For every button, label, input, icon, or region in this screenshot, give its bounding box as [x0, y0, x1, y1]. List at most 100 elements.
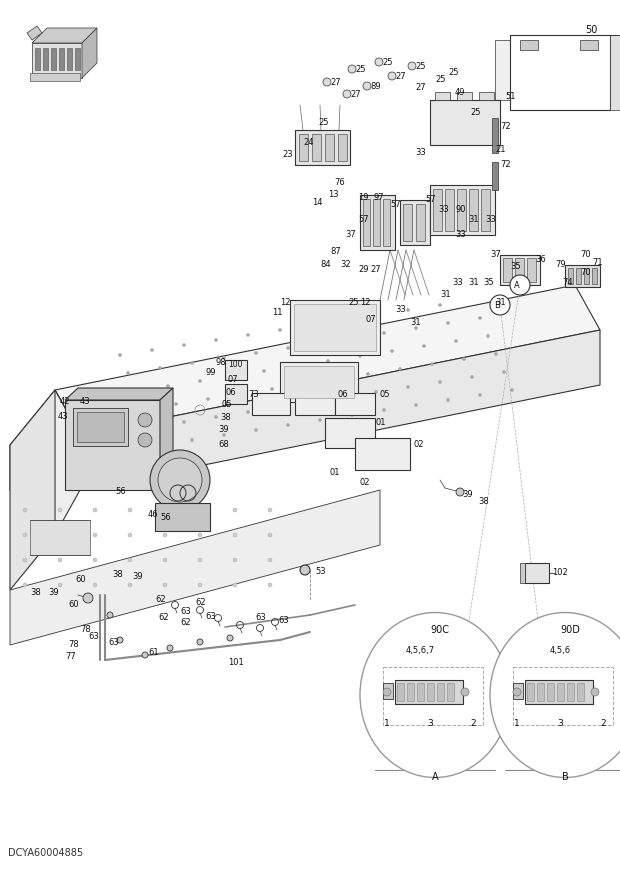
- Text: 32: 32: [340, 260, 351, 269]
- Text: 72: 72: [500, 122, 511, 131]
- Text: 73: 73: [248, 390, 259, 399]
- Text: 01: 01: [330, 468, 340, 477]
- Circle shape: [93, 533, 97, 537]
- Circle shape: [446, 321, 450, 325]
- Circle shape: [198, 508, 202, 512]
- Text: 33: 33: [395, 305, 405, 314]
- Circle shape: [128, 508, 132, 512]
- Circle shape: [327, 360, 329, 362]
- Circle shape: [300, 565, 310, 575]
- Bar: [576, 268, 581, 284]
- Circle shape: [438, 381, 441, 383]
- Text: 38: 38: [112, 570, 123, 579]
- Text: 79: 79: [555, 260, 565, 269]
- Text: 01: 01: [375, 418, 386, 427]
- Circle shape: [366, 373, 370, 375]
- Text: 60: 60: [75, 575, 86, 584]
- Text: 25: 25: [348, 298, 358, 307]
- Text: 12: 12: [360, 298, 371, 307]
- Bar: [495, 40, 580, 100]
- Circle shape: [23, 558, 27, 562]
- Circle shape: [268, 508, 272, 512]
- Text: 1: 1: [514, 718, 520, 727]
- Circle shape: [388, 72, 396, 80]
- Bar: [294, 304, 376, 351]
- Text: 33: 33: [415, 148, 426, 157]
- Circle shape: [215, 416, 218, 418]
- Text: 12: 12: [280, 298, 291, 307]
- Circle shape: [495, 353, 497, 355]
- Text: 39: 39: [462, 490, 472, 499]
- Text: 99: 99: [205, 368, 216, 377]
- Circle shape: [348, 65, 356, 73]
- Text: 39: 39: [132, 572, 143, 581]
- Text: 33: 33: [452, 278, 463, 287]
- Bar: [403, 204, 412, 241]
- Text: 02: 02: [413, 440, 423, 449]
- Circle shape: [350, 336, 353, 340]
- Circle shape: [215, 339, 218, 341]
- Text: 70: 70: [580, 268, 591, 277]
- Polygon shape: [80, 330, 600, 490]
- Text: 71: 71: [592, 258, 603, 267]
- Text: 57: 57: [425, 195, 436, 204]
- Bar: [383, 667, 483, 725]
- Circle shape: [446, 398, 450, 402]
- Bar: [525, 680, 593, 704]
- Bar: [513, 667, 613, 725]
- Circle shape: [138, 413, 152, 427]
- Polygon shape: [55, 285, 600, 435]
- Circle shape: [118, 354, 122, 356]
- Bar: [397, 683, 404, 701]
- Text: 63: 63: [88, 632, 99, 641]
- Bar: [290, 300, 380, 355]
- Text: 37: 37: [345, 230, 356, 239]
- Circle shape: [286, 347, 290, 349]
- Circle shape: [454, 340, 458, 342]
- Circle shape: [456, 488, 464, 496]
- Text: 46: 46: [148, 510, 159, 519]
- Text: 78: 78: [80, 625, 91, 634]
- Circle shape: [233, 583, 237, 587]
- Polygon shape: [65, 400, 160, 490]
- Bar: [295, 393, 335, 415]
- Bar: [325, 134, 334, 161]
- Text: 33: 33: [455, 230, 466, 239]
- Text: 50: 50: [585, 25, 598, 35]
- Text: 63: 63: [180, 607, 191, 616]
- Circle shape: [268, 558, 272, 562]
- Bar: [383, 683, 393, 699]
- Text: 60: 60: [68, 600, 79, 609]
- Bar: [457, 92, 472, 100]
- Bar: [363, 199, 370, 246]
- Bar: [527, 258, 536, 282]
- Polygon shape: [55, 390, 80, 490]
- Circle shape: [233, 533, 237, 537]
- Bar: [457, 189, 466, 231]
- Text: 2: 2: [470, 718, 476, 727]
- Text: 56: 56: [115, 487, 126, 496]
- Text: 25: 25: [415, 62, 425, 71]
- Circle shape: [383, 332, 386, 334]
- Circle shape: [510, 275, 530, 295]
- Circle shape: [198, 380, 202, 382]
- Circle shape: [158, 458, 202, 502]
- Text: 4,5,6: 4,5,6: [549, 645, 570, 655]
- Circle shape: [319, 418, 322, 422]
- Bar: [513, 683, 523, 699]
- Bar: [577, 683, 584, 701]
- Circle shape: [58, 558, 62, 562]
- Circle shape: [128, 583, 132, 587]
- Text: 33: 33: [485, 215, 496, 224]
- Bar: [325, 418, 375, 448]
- Text: 61: 61: [148, 648, 159, 657]
- Circle shape: [268, 583, 272, 587]
- Text: 05: 05: [222, 400, 232, 409]
- Text: 38: 38: [220, 413, 231, 422]
- Polygon shape: [610, 35, 620, 110]
- Text: 37: 37: [490, 250, 501, 259]
- Bar: [580, 40, 598, 50]
- Bar: [537, 683, 544, 701]
- Circle shape: [233, 558, 237, 562]
- Circle shape: [374, 390, 378, 394]
